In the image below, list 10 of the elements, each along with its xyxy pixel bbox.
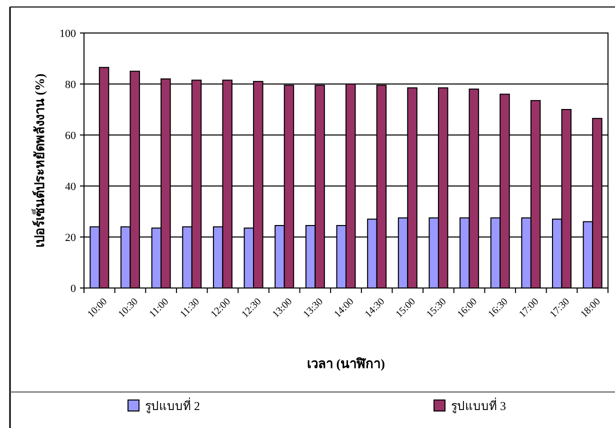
y-tick-label: 80 xyxy=(65,79,76,91)
y-tick-label: 40 xyxy=(65,181,76,193)
y-tick-label: 20 xyxy=(65,232,76,244)
y-tick-label: 100 xyxy=(60,28,76,40)
legend-label: รูปแบบที่ 2 xyxy=(145,397,200,414)
x-axis-title: เวลา (นาฬิกา) xyxy=(307,356,385,371)
y-axis-title: เปอร์เซ็นต์ประหยัดพลังงาน (%) xyxy=(30,74,47,248)
y-tick-label: 60 xyxy=(65,130,76,142)
y-tick-label: 0 xyxy=(70,283,76,295)
legend-label: รูปแบบที่ 3 xyxy=(451,397,506,414)
